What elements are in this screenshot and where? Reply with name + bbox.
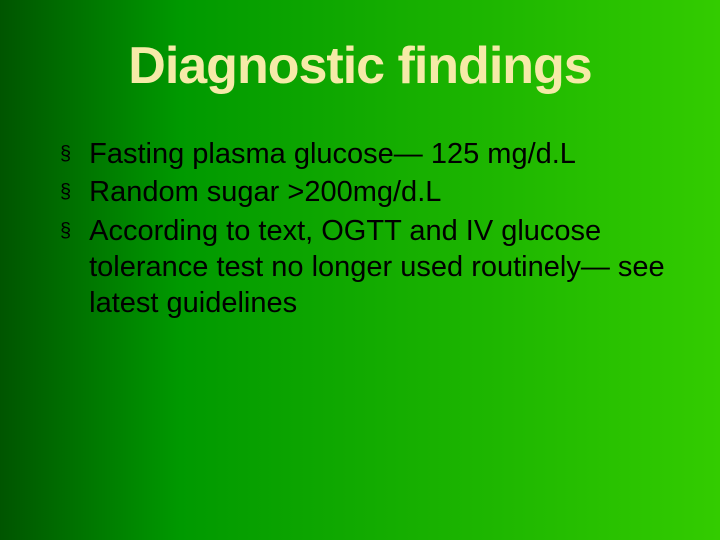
list-item: § According to text, OGTT and IV glucose… (60, 213, 670, 322)
bullet-icon: § (60, 219, 71, 244)
slide-container: Diagnostic findings § Fasting plasma glu… (0, 0, 720, 540)
bullet-text: According to text, OGTT and IV glucose t… (89, 213, 670, 322)
bullet-text: Random sugar >200mg/d.L (89, 174, 441, 210)
list-item: § Fasting plasma glucose— 125 mg/d.L (60, 136, 670, 172)
bullet-text: Fasting plasma glucose— 125 mg/d.L (89, 136, 576, 172)
bullet-icon: § (60, 180, 71, 205)
slide-title: Diagnostic findings (50, 36, 670, 96)
bullet-list: § Fasting plasma glucose— 125 mg/d.L § R… (50, 136, 670, 321)
bullet-icon: § (60, 142, 71, 167)
list-item: § Random sugar >200mg/d.L (60, 174, 670, 210)
